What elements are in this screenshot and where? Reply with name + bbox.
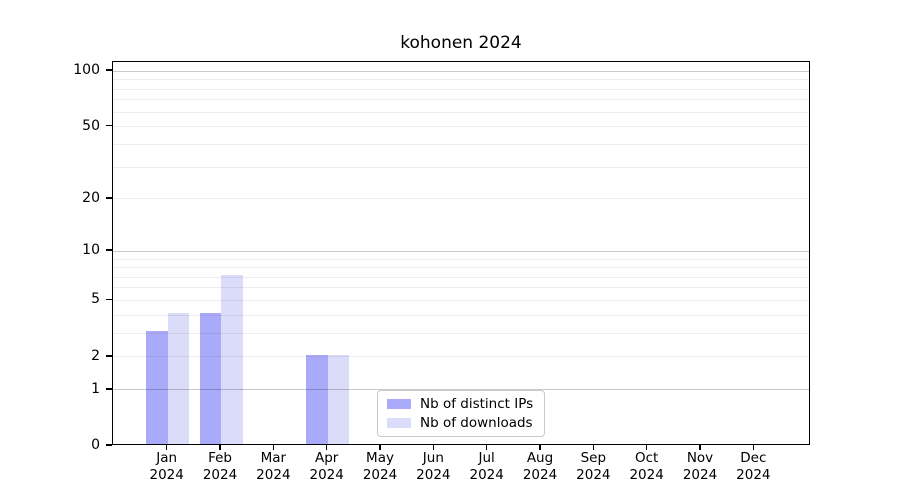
x-tick-month: Jan — [156, 450, 178, 466]
x-tick-label-feb: Feb 2024 — [188, 450, 252, 484]
x-tick-label-jul: Jul 2024 — [455, 450, 519, 484]
x-tick-month: Dec — [740, 450, 767, 466]
chart-title: kohonen 2024 — [400, 33, 522, 53]
bar-nb-of-downloads-jan — [167, 313, 190, 444]
y-tick-mark-50 — [106, 124, 112, 127]
y-tick-mark-10 — [106, 249, 112, 252]
x-tick-label-oct: Oct 2024 — [615, 450, 679, 484]
gridline-minor-90 — [113, 79, 809, 81]
legend-swatch-downloads — [387, 418, 411, 428]
bar-nb-of-downloads-apr — [327, 354, 350, 444]
x-tick-label-jun: Jun 2024 — [401, 450, 465, 484]
x-tick-mark-mar — [272, 445, 275, 450]
x-tick-year: 2024 — [736, 467, 771, 483]
x-tick-month: Nov — [686, 450, 714, 466]
bar-nb-of-distinct-ips-feb — [199, 313, 222, 444]
x-tick-year: 2024 — [362, 467, 398, 483]
x-tick-month: Aug — [526, 450, 554, 466]
gridline-minor-2 — [113, 356, 809, 358]
x-tick-mark-feb — [219, 445, 221, 450]
x-tick-mark-dec — [752, 445, 755, 450]
gridline-minor-6 — [113, 287, 809, 289]
x-tick-year: 2024 — [469, 467, 504, 483]
y-tick-mark-5 — [106, 298, 112, 301]
y-tick-mark-20 — [106, 196, 112, 199]
x-tick-year: 2024 — [576, 467, 611, 483]
gridline-minor-40 — [113, 143, 809, 145]
gridline-minor-5 — [113, 299, 809, 301]
x-tick-year: 2024 — [256, 467, 291, 483]
gridline-minor-80 — [113, 88, 809, 90]
y-tick-label-5: 5 — [91, 291, 100, 308]
x-tick-mark-oct — [645, 445, 648, 450]
gridline-minor-20 — [113, 198, 809, 200]
legend-label-downloads: Nb of downloads — [420, 415, 533, 431]
y-tick-label-100: 100 — [73, 62, 100, 79]
bar-nb-of-downloads-feb — [221, 275, 243, 444]
x-tick-label-nov: Nov 2024 — [668, 450, 732, 484]
y-tick-label-50: 50 — [82, 117, 100, 134]
x-tick-label-dec: Dec 2024 — [721, 450, 785, 484]
plot-area — [112, 61, 810, 445]
gridline-minor-60 — [113, 111, 809, 113]
y-tick-mark-0 — [106, 444, 112, 446]
gridline-minor-7 — [113, 276, 809, 278]
x-tick-month: Feb — [208, 450, 232, 466]
x-tick-label-may: May 2024 — [348, 450, 412, 484]
legend-label-distinct-ips: Nb of distinct IPs — [420, 396, 534, 412]
x-tick-year: 2024 — [629, 467, 664, 483]
y-tick-mark-2 — [106, 354, 112, 357]
gridline-minor-3 — [113, 332, 809, 334]
legend-row-distinct-ips: Nb of distinct IPs — [387, 396, 535, 412]
x-tick-mark-jun — [432, 445, 435, 450]
x-tick-year: 2024 — [149, 467, 184, 483]
x-tick-mark-jan — [165, 445, 168, 450]
x-tick-mark-aug — [539, 445, 541, 450]
gridline-minor-9 — [113, 258, 809, 260]
y-tick-label-10: 10 — [82, 242, 100, 259]
x-tick-label-mar: Mar 2024 — [241, 450, 305, 484]
gridline-major-100 — [113, 70, 809, 72]
x-tick-mark-sep — [592, 445, 595, 450]
x-tick-mark-may — [379, 445, 381, 450]
x-tick-year: 2024 — [202, 467, 238, 483]
y-tick-mark-100 — [106, 69, 112, 71]
gridline-minor-70 — [113, 99, 809, 101]
x-tick-label-aug: Aug 2024 — [508, 450, 572, 484]
x-tick-mark-nov — [699, 445, 701, 450]
y-tick-label-20: 20 — [82, 189, 100, 206]
x-tick-month: Sep — [580, 450, 607, 466]
x-tick-month: Oct — [634, 450, 659, 466]
x-tick-year: 2024 — [309, 467, 344, 483]
y-tick-label-0: 0 — [91, 437, 100, 453]
x-tick-year: 2024 — [522, 467, 558, 483]
x-tick-month: Jul — [478, 450, 495, 466]
legend-row-downloads: Nb of downloads — [387, 415, 535, 431]
legend: Nb of distinct IPs Nb of downloads — [377, 390, 545, 437]
x-tick-month: Mar — [260, 450, 287, 466]
gridline-major-10 — [113, 250, 809, 252]
bar-nb-of-distinct-ips-apr — [306, 354, 328, 444]
x-tick-label-apr: Apr 2024 — [295, 450, 359, 484]
gridline-major-1 — [113, 389, 809, 391]
x-tick-mark-apr — [325, 445, 328, 450]
y-tick-mark-1 — [106, 387, 112, 390]
x-tick-year: 2024 — [682, 467, 718, 483]
y-tick-label-1: 1 — [91, 380, 100, 397]
x-tick-label-jan: Jan 2024 — [135, 450, 199, 484]
legend-swatch-distinct-ips — [387, 399, 411, 409]
gridline-minor-50 — [113, 126, 809, 128]
bar-nb-of-distinct-ips-jan — [146, 331, 168, 444]
x-tick-label-sep: Sep 2024 — [561, 450, 625, 484]
gridline-minor-8 — [113, 267, 809, 269]
x-tick-month: Apr — [315, 450, 339, 466]
x-tick-month: May — [366, 450, 394, 466]
x-tick-year: 2024 — [416, 467, 451, 483]
x-tick-month: Jun — [422, 450, 444, 466]
y-tick-label-2: 2 — [91, 347, 100, 364]
x-tick-mark-jul — [485, 445, 488, 450]
gridline-minor-30 — [113, 166, 809, 168]
gridline-minor-4 — [113, 314, 809, 316]
